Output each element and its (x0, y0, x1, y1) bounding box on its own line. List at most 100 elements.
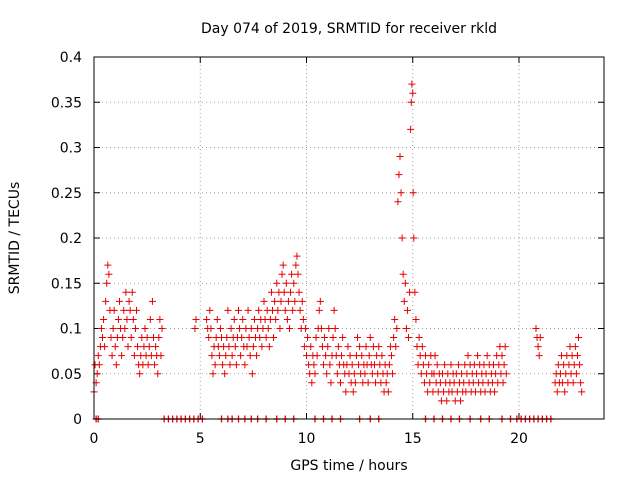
data-point-marker (344, 343, 352, 351)
data-point-marker (342, 388, 350, 396)
data-point-marker (276, 325, 284, 332)
data-point-marker (569, 379, 577, 387)
data-point-marker (270, 334, 278, 342)
y-axis-label: SRMTID / TECUs (7, 182, 23, 295)
data-point-marker (191, 325, 199, 332)
data-point-marker (415, 334, 423, 342)
data-point-marker (333, 370, 341, 378)
data-point-marker (209, 370, 217, 378)
data-point-marker (400, 297, 408, 305)
data-point-marker (126, 306, 134, 314)
data-point-marker (124, 343, 132, 351)
data-point-marker (457, 397, 465, 405)
data-point-marker (348, 361, 356, 369)
data-point-marker (151, 361, 159, 369)
data-point-marker (299, 315, 307, 323)
y-tick-label: 0.35 (51, 95, 82, 111)
data-point-marker (239, 315, 247, 323)
data-point-marker (287, 288, 295, 296)
data-point-marker (317, 325, 325, 332)
data-point-marker (260, 297, 268, 305)
data-point-marker (258, 343, 266, 351)
plot-frame (93, 56, 605, 420)
data-point-marker (354, 334, 361, 342)
data-point-marker (134, 343, 142, 351)
data-point-marker (339, 334, 347, 342)
data-point-marker (230, 315, 238, 323)
data-point-marker (409, 89, 417, 97)
data-point-marker (397, 189, 405, 197)
data-point-marker (409, 189, 417, 197)
data-point-marker (107, 334, 115, 342)
data-point-marker (498, 352, 506, 360)
data-point-marker (278, 270, 286, 278)
data-point-marker (425, 361, 433, 369)
data-point-marker (264, 325, 272, 332)
data-point-marker (403, 306, 411, 314)
data-point-marker (286, 325, 293, 332)
data-point-marker (247, 325, 255, 332)
data-point-marker (123, 315, 131, 323)
data-point-marker (311, 370, 319, 378)
data-point-marker (271, 297, 279, 305)
chart-title: Day 074 of 2019, SRMTID for receiver rkl… (201, 21, 497, 37)
data-point-marker (536, 334, 544, 342)
data-point-marker (146, 315, 154, 323)
data-point-marker (412, 315, 420, 323)
data-point-marker (158, 325, 166, 332)
data-point-marker (307, 343, 315, 351)
data-point-marker (262, 334, 270, 342)
data-point-marker (143, 334, 151, 342)
data-point-marker (157, 352, 165, 360)
data-point-marker (553, 388, 561, 396)
data-point-marker (292, 261, 300, 269)
data-point-marker (499, 379, 507, 387)
data-point-marker (390, 334, 398, 342)
data-point-marker (130, 352, 138, 360)
data-point-marker (93, 370, 101, 378)
data-point-marker (213, 315, 221, 323)
data-point-marker (431, 352, 439, 360)
y-tick-label: 0.2 (60, 231, 82, 247)
data-point-marker (241, 361, 249, 369)
data-point-marker (312, 334, 320, 342)
data-point-marker (573, 352, 581, 360)
data-point-marker (483, 352, 491, 360)
data-point-marker (148, 297, 156, 305)
data-point-marker (145, 343, 153, 351)
data-point-marker (248, 370, 256, 378)
x-tick-label: 0 (90, 431, 99, 447)
data-point-marker (253, 352, 261, 360)
data-point-marker (267, 288, 275, 296)
data-point-marker (273, 279, 281, 287)
x-tick-label: 15 (404, 431, 422, 447)
data-point-marker (350, 370, 358, 378)
data-point-marker (279, 261, 287, 269)
data-point-marker (408, 80, 416, 88)
data-point-marker (577, 379, 585, 387)
data-point-marker (112, 361, 120, 369)
data-point-marker (396, 153, 404, 161)
data-point-marker (216, 325, 224, 332)
data-point-marker (127, 334, 135, 342)
data-point-marker (294, 270, 302, 278)
data-point-marker (227, 325, 235, 332)
data-point-marker (356, 343, 364, 351)
data-point-marker (236, 325, 244, 332)
data-point-marker (349, 388, 357, 396)
data-point-marker (474, 352, 482, 360)
data-point-marker (288, 270, 296, 278)
data-point-marker (122, 288, 130, 296)
data-point-marker (154, 370, 162, 378)
data-point-marker (255, 306, 263, 314)
y-tick-label: 0.4 (60, 50, 82, 66)
data-point-marker (399, 270, 407, 278)
data-point-marker (97, 325, 105, 332)
data-point-marker (223, 334, 231, 342)
data-point-marker (128, 288, 136, 296)
data-point-marker (532, 325, 540, 332)
data-point-marker (225, 343, 233, 351)
data-point-marker (384, 388, 392, 396)
data-point-marker (244, 306, 252, 314)
